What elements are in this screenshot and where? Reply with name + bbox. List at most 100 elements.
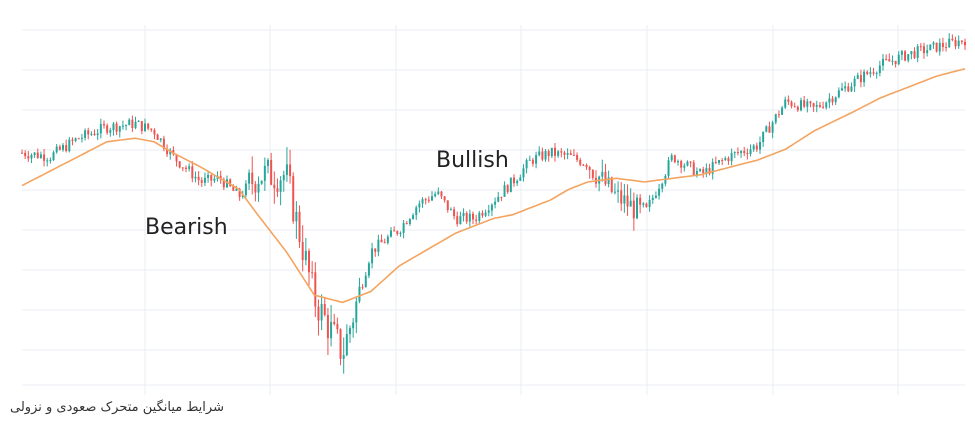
candle-body (222, 179, 225, 188)
price-candle (374, 248, 377, 257)
price-candle (169, 148, 172, 160)
price-candle (525, 158, 528, 174)
candle-body (68, 139, 71, 152)
price-candle (481, 210, 484, 218)
candle-body (43, 154, 46, 161)
price-candle (790, 100, 793, 109)
candle-body (702, 169, 705, 174)
candle-body (913, 51, 916, 58)
price-candle (932, 41, 935, 49)
candle-body (472, 213, 474, 220)
candle-body (317, 306, 320, 321)
price-candle (106, 123, 109, 135)
candle-body (639, 197, 642, 205)
price-candle (547, 149, 550, 162)
candle-body (24, 152, 27, 157)
candle-body (150, 128, 153, 130)
candle-body (412, 215, 415, 220)
price-candle (358, 277, 361, 304)
price-candle (702, 166, 705, 178)
price-candle (453, 206, 456, 220)
candle-body (191, 166, 194, 179)
candle-body (607, 177, 610, 185)
price-candle (651, 194, 654, 204)
candle-body (134, 121, 137, 128)
candle-body (449, 209, 452, 211)
candle-body (878, 65, 881, 73)
price-candle (919, 43, 922, 52)
candle-body (686, 161, 689, 166)
candle-body (929, 44, 932, 51)
price-candle (595, 170, 597, 188)
candle-body (654, 195, 657, 198)
price-candle (415, 205, 418, 220)
candle-body (582, 164, 585, 166)
price-candle (538, 146, 541, 157)
price-candle (800, 97, 802, 112)
price-candle (27, 151, 30, 162)
price-candle (456, 211, 459, 227)
price-candle (951, 34, 954, 42)
price-candle (421, 197, 424, 208)
price-candle (866, 70, 869, 76)
price-candle (563, 150, 566, 160)
candle-body (210, 174, 213, 181)
candle-body (487, 210, 490, 213)
price-candle (263, 157, 266, 191)
price-candle (342, 337, 345, 374)
candle-body (213, 178, 216, 181)
candle-body (591, 169, 594, 178)
candle-body (298, 211, 301, 243)
candle-body (352, 322, 355, 329)
candle-body (519, 177, 522, 181)
price-candle (68, 136, 71, 153)
price-candle (194, 171, 197, 183)
candle-body (907, 54, 910, 61)
candle-body (166, 148, 169, 155)
price-candle (544, 149, 547, 162)
candle-body (642, 203, 645, 205)
candle-body (781, 107, 784, 115)
price-candle (897, 51, 900, 66)
price-candle (964, 38, 966, 51)
price-candle (289, 149, 292, 184)
candle-body (326, 314, 329, 339)
price-candle (440, 190, 443, 200)
price-candle (144, 118, 146, 132)
candle-body (248, 172, 251, 184)
candle-body (648, 199, 651, 208)
candle-body (683, 165, 686, 168)
price-candle (80, 133, 83, 143)
candle-body (604, 171, 607, 185)
price-candle (784, 96, 787, 110)
candle-body (301, 242, 304, 261)
candle-body (916, 46, 919, 58)
candle-body (361, 286, 364, 288)
candle-body (863, 71, 866, 83)
candle-body (935, 42, 938, 52)
price-candle (30, 153, 33, 164)
candle-body (894, 60, 897, 65)
price-candle (330, 305, 333, 347)
candle-body (699, 169, 702, 172)
candle-body (99, 124, 102, 134)
candle-body (311, 272, 314, 274)
candle-body (58, 146, 61, 150)
price-candle (55, 143, 58, 154)
candle-body (345, 334, 348, 356)
price-candle (355, 297, 358, 334)
candle-body (724, 158, 727, 161)
price-chart: Bearish Bullish (21, 25, 966, 395)
candle-body (822, 106, 825, 108)
candle-body (431, 196, 433, 201)
price-candle (822, 101, 825, 109)
price-candle (945, 42, 948, 52)
price-candle (412, 213, 415, 220)
candle-body (128, 119, 131, 126)
price-candle (787, 95, 790, 105)
candle-body (437, 191, 440, 194)
price-candle (150, 128, 153, 133)
price-candle (285, 147, 288, 182)
price-candle (740, 149, 743, 158)
candle-body (96, 133, 99, 136)
